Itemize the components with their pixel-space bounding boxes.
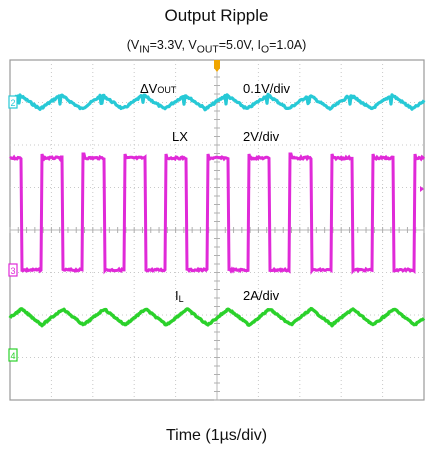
trigger-marker-icon	[214, 60, 220, 72]
channel-marker-label: 3	[10, 266, 15, 276]
series-dvout-line	[9, 92, 426, 112]
lx-label: LX	[172, 129, 188, 144]
x-axis-label: Time (1µs/div)	[165, 427, 268, 444]
chart-subtitle: (VIN=3.3V, VOUT=5.0V, IO=1.0A)	[126, 38, 307, 56]
channel-marker-4	[8, 348, 18, 362]
channel-marker-2	[8, 95, 18, 109]
channel-marker-label: 4	[10, 351, 15, 361]
vout-label: ΔVOUT	[140, 81, 177, 96]
lx-edge-marker-icon	[420, 186, 424, 192]
channel-marker-3	[8, 263, 18, 277]
traces	[8, 92, 426, 328]
channel-marker-label: 2	[10, 98, 15, 108]
vout-scale-label: 0.1V/div	[243, 81, 290, 96]
il-scale-label: 2A/div	[243, 288, 280, 303]
lx-scale-label: 2V/div	[243, 129, 280, 144]
series-il-line	[8, 306, 426, 328]
series-lx-line	[9, 152, 426, 275]
il-label: IL	[175, 288, 184, 304]
grid	[9, 59, 425, 401]
annotations: ΔVOUT 0.1V/div LX 2V/div IL 2A/div	[140, 81, 290, 304]
chart-title: Output Ripple	[164, 6, 269, 25]
channel-markers: 2 3 4	[8, 95, 424, 362]
